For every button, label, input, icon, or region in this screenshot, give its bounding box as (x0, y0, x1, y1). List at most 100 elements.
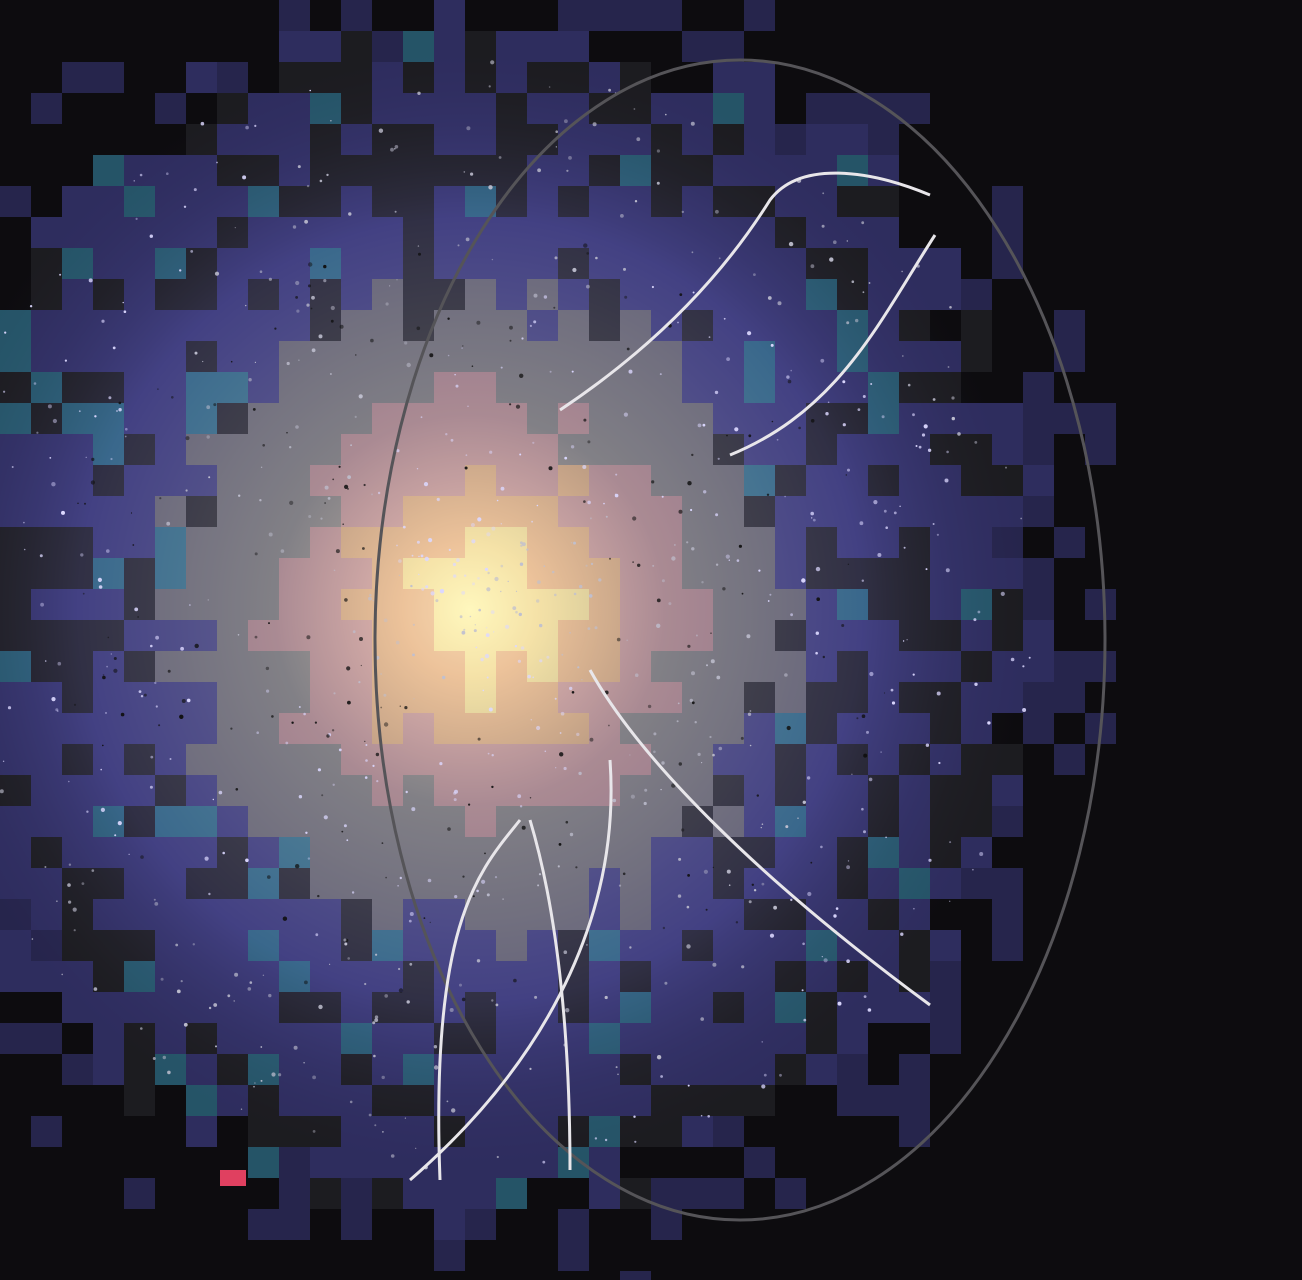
star (520, 544, 523, 547)
star (430, 591, 435, 596)
heatmap-cell (527, 434, 558, 465)
heatmap-cell (930, 930, 961, 961)
star (398, 574, 401, 577)
star (925, 743, 930, 747)
star (712, 753, 715, 757)
star (491, 785, 494, 789)
heatmap-cell (248, 93, 279, 124)
star (94, 415, 97, 418)
star (61, 973, 63, 976)
heatmap-cell (837, 496, 868, 527)
star (308, 515, 312, 518)
heatmap-cell (124, 310, 155, 341)
heatmap-cell (620, 0, 651, 31)
heatmap-cell (155, 930, 186, 961)
heatmap-cell (651, 465, 682, 496)
star (918, 445, 922, 449)
heatmap-cell (310, 682, 341, 713)
star (394, 145, 399, 149)
heatmap-cell (279, 713, 310, 744)
star (102, 675, 106, 680)
star (932, 523, 935, 525)
star (204, 856, 209, 861)
heatmap-cell (1023, 372, 1054, 403)
star (245, 304, 247, 307)
heatmap-cell (310, 1147, 341, 1178)
star (786, 375, 790, 379)
heatmap-cell (992, 558, 1023, 589)
heatmap-cell (465, 589, 496, 620)
star (734, 427, 739, 432)
star (821, 224, 825, 228)
heatmap-cell (558, 620, 589, 651)
star (67, 883, 71, 887)
star (194, 643, 199, 649)
heatmap-cell (837, 589, 868, 620)
star (668, 602, 672, 606)
heatmap-cell (961, 868, 992, 899)
heatmap-cell (837, 868, 868, 899)
star (169, 758, 172, 760)
star (394, 148, 396, 150)
heatmap-cell (713, 682, 744, 713)
star (11, 466, 14, 468)
heatmap-cell (1054, 527, 1085, 558)
heatmap-cell (651, 775, 682, 806)
star (47, 404, 52, 409)
star (569, 686, 573, 691)
heatmap-cell (434, 713, 465, 744)
heatmap-cell (186, 310, 217, 341)
heatmap-cell (186, 868, 217, 899)
heatmap-cell (589, 961, 620, 992)
heatmap-cell (465, 341, 496, 372)
heatmap-cell (124, 620, 155, 651)
star (521, 337, 524, 340)
heatmap-cell (372, 1116, 403, 1147)
heatmap-cell (682, 341, 713, 372)
heatmap-cell (1023, 496, 1054, 527)
star (454, 374, 456, 376)
star (452, 562, 456, 567)
star (1022, 665, 1025, 668)
star (395, 640, 400, 645)
heatmap-cell (682, 31, 713, 62)
star (846, 321, 850, 325)
heatmap-cell (0, 775, 31, 806)
star (381, 1075, 385, 1080)
heatmap-cell (372, 186, 403, 217)
star (409, 912, 414, 916)
star (467, 405, 469, 407)
star (266, 689, 270, 693)
heatmap-cell (279, 961, 310, 992)
heatmap-cell (217, 1023, 248, 1054)
heatmap-cell (651, 620, 682, 651)
heatmap-cell (124, 961, 155, 992)
star (623, 412, 629, 417)
star (761, 823, 764, 825)
star (470, 523, 475, 527)
heatmap-cell (868, 992, 899, 1023)
heatmap-cell (62, 961, 93, 992)
heatmap-cell (806, 403, 837, 434)
heatmap-cell (496, 217, 527, 248)
heatmap-cell (341, 186, 372, 217)
star (564, 119, 568, 124)
star (385, 876, 387, 879)
heatmap-cell (682, 1085, 713, 1116)
star (709, 735, 712, 739)
star (347, 957, 351, 960)
heatmap-cell (31, 961, 62, 992)
heatmap-cell (248, 434, 279, 465)
star (433, 1045, 438, 1049)
heatmap-cell (93, 651, 124, 682)
star (974, 441, 978, 444)
heatmap-cell (527, 651, 558, 682)
heatmap-cell (589, 1023, 620, 1054)
heatmap-cell (651, 837, 682, 868)
heatmap-cell (279, 868, 310, 899)
heatmap-cell (310, 744, 341, 775)
star (651, 285, 655, 289)
heatmap-cell (279, 682, 310, 713)
heatmap-cell (620, 155, 651, 186)
star (429, 921, 431, 924)
